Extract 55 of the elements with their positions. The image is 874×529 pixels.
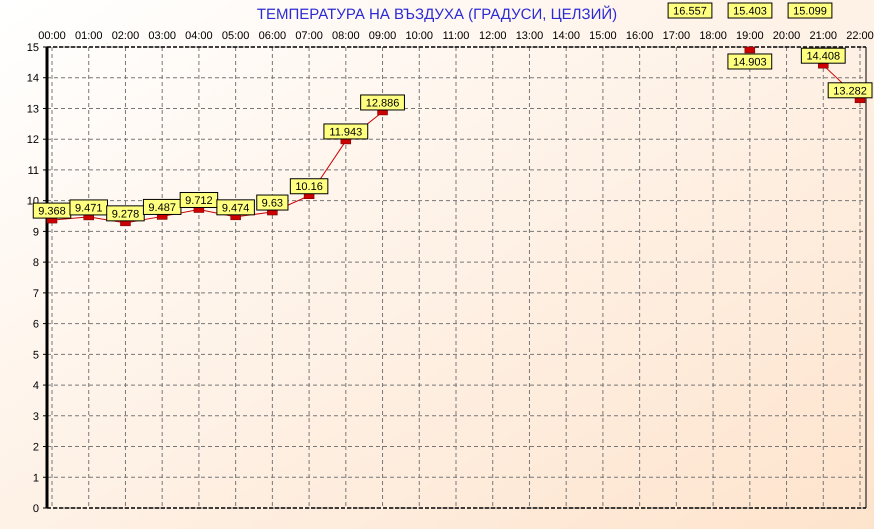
y-tick-label: 9 — [32, 226, 39, 238]
x-tick-label: 15:00 — [589, 30, 617, 42]
x-tick-label: 22:00 — [846, 30, 874, 42]
data-label: 9.712 — [185, 195, 213, 208]
y-tick-label: 2 — [32, 442, 39, 454]
data-label: 12.886 — [366, 97, 400, 110]
text: 16.557 — [673, 6, 707, 18]
y-tick-label: 0 — [32, 503, 39, 515]
data-label: 9.487 — [148, 202, 176, 214]
y-tick-label: 5 — [32, 349, 39, 362]
data-label: 9.368 — [38, 206, 66, 218]
y-tick-label: 1 — [32, 472, 39, 484]
x-tick-label: 19:00 — [736, 30, 764, 42]
data-label: 10.16 — [295, 181, 323, 194]
x-tick-label: 00:00 — [38, 30, 66, 42]
x-tick-label: 04:00 — [185, 30, 213, 42]
y-tick-label: 14 — [26, 72, 39, 85]
y-tick-label: 12 — [26, 134, 39, 146]
text: 15.403 — [733, 6, 767, 18]
x-tick-label: 06:00 — [258, 30, 286, 42]
data-label: 11.943 — [329, 126, 362, 138]
y-tick-label: 6 — [32, 318, 39, 331]
y-tick-label: 7 — [32, 288, 39, 300]
x-tick-label: 21:00 — [810, 30, 838, 42]
x-tick-label: 20:00 — [772, 30, 800, 42]
x-tick-label: 12:00 — [478, 30, 506, 42]
y-tick-label: 13 — [26, 103, 39, 116]
x-tick-label: 02:00 — [112, 30, 140, 42]
x-tick-label: 08:00 — [332, 30, 360, 42]
x-tick-label: 05:00 — [222, 30, 250, 42]
x-tick-label: 09:00 — [368, 30, 396, 42]
chart-title: ТЕМПЕРАТУРА НА ВЪЗДУХА (ГРАДУСИ, ЦЕЛЗИЙ) — [256, 5, 618, 23]
x-tick-label: 17:00 — [662, 30, 690, 42]
y-tick-label: 15 — [26, 42, 39, 54]
data-label: 9.474 — [222, 202, 250, 214]
x-tick-label: 16:00 — [626, 30, 654, 42]
x-tick-label: 10:00 — [406, 30, 434, 42]
x-tick-label: 13:00 — [516, 30, 544, 42]
x-tick-label: 07:00 — [295, 30, 323, 42]
data-label: 14.903 — [732, 56, 767, 68]
x-tick-label: 11:00 — [442, 30, 470, 42]
x-tick-label: 03:00 — [148, 30, 176, 42]
data-label: 9.471 — [74, 202, 102, 214]
data-label: 9.63 — [262, 198, 284, 210]
y-tick-label: 3 — [32, 410, 39, 423]
data-label: 9.278 — [112, 208, 140, 220]
data-label: 14.408 — [806, 50, 840, 63]
y-tick-label: 8 — [32, 257, 39, 270]
x-tick-label: 18:00 — [699, 30, 727, 42]
y-tick-label: 11 — [28, 164, 39, 177]
y-tick-label: 4 — [32, 380, 39, 392]
text: 15.099 — [793, 6, 827, 18]
data-label: 13.282 — [833, 85, 867, 98]
x-tick-label: 14:00 — [552, 30, 580, 42]
x-tick-label: 01:00 — [74, 30, 102, 42]
